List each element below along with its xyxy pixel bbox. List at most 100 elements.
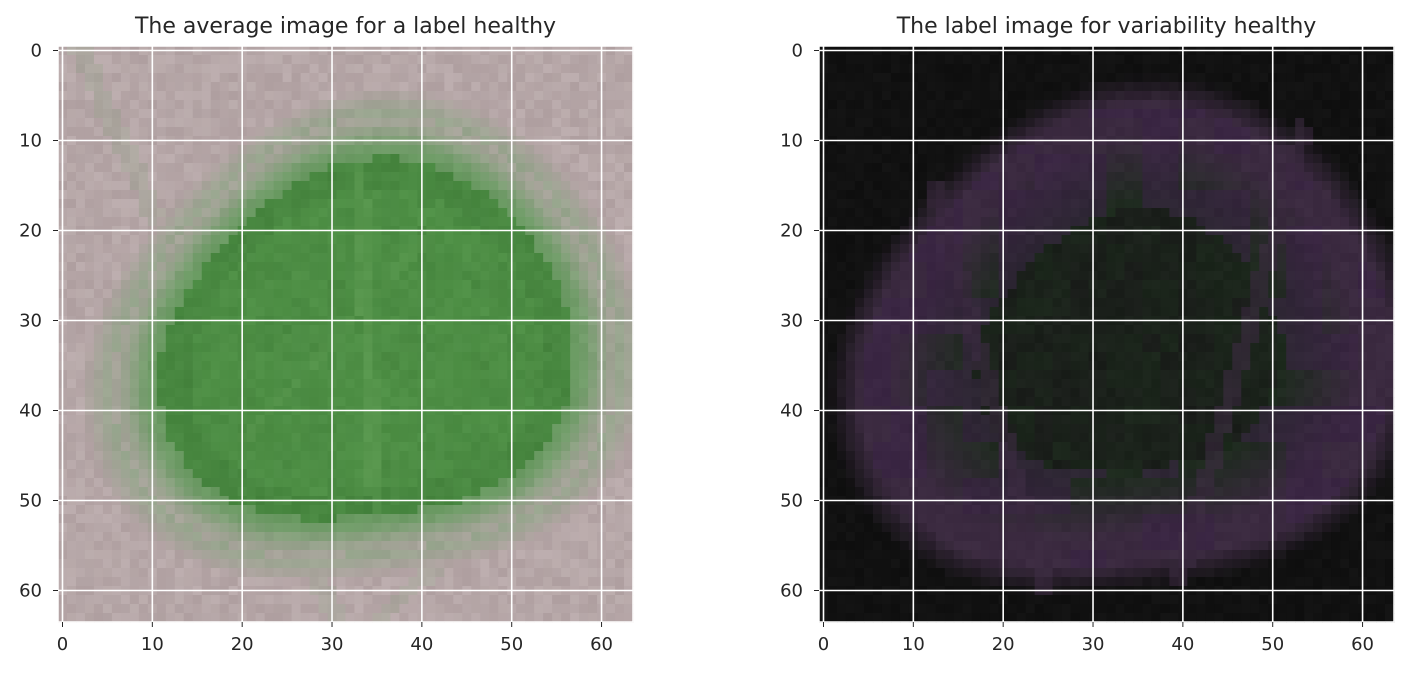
image-pixel xyxy=(1196,127,1206,137)
image-pixel xyxy=(255,73,266,83)
image-pixel xyxy=(606,289,616,299)
image-pixel xyxy=(66,505,77,515)
image-pixel xyxy=(165,307,176,317)
image-pixel xyxy=(953,64,964,74)
image-pixel xyxy=(363,118,374,128)
image-pixel xyxy=(84,334,95,344)
image-pixel xyxy=(462,379,472,389)
image-pixel xyxy=(129,343,140,353)
image-pixel xyxy=(579,325,589,335)
image-pixel xyxy=(462,91,472,101)
image-pixel xyxy=(516,523,526,533)
image-pixel xyxy=(489,514,499,524)
image-pixel xyxy=(66,289,77,299)
image-pixel xyxy=(471,118,481,128)
image-pixel xyxy=(1385,145,1395,155)
image-pixel xyxy=(354,451,365,461)
image-pixel xyxy=(516,388,526,398)
image-pixel xyxy=(390,352,400,362)
image-pixel xyxy=(1151,100,1161,110)
image-pixel xyxy=(372,370,383,380)
image-pixel xyxy=(444,298,454,308)
image-pixel xyxy=(264,505,275,515)
image-pixel xyxy=(390,523,400,533)
image-pixel xyxy=(93,541,104,551)
image-pixel xyxy=(192,451,203,461)
image-pixel xyxy=(138,118,149,128)
image-pixel xyxy=(336,64,347,74)
image-pixel xyxy=(579,397,589,407)
image-pixel xyxy=(75,145,86,155)
image-pixel xyxy=(579,172,589,182)
axes-frame xyxy=(57,45,634,623)
image-pixel xyxy=(444,64,454,74)
image-pixel xyxy=(300,424,311,434)
image-pixel xyxy=(129,433,140,443)
image-pixel xyxy=(444,478,454,488)
image-pixel xyxy=(561,343,571,353)
image-pixel xyxy=(102,397,113,407)
image-pixel xyxy=(615,271,625,281)
image-pixel xyxy=(872,91,883,101)
image-pixel xyxy=(300,190,311,200)
image-pixel xyxy=(408,307,418,317)
image-pixel xyxy=(336,397,347,407)
image-pixel xyxy=(129,172,140,182)
image-pixel xyxy=(201,91,212,101)
image-pixel xyxy=(318,271,329,281)
image-pixel xyxy=(156,280,167,290)
image-pixel xyxy=(174,127,185,137)
image-pixel xyxy=(264,100,275,110)
image-pixel xyxy=(1277,82,1287,92)
image-pixel xyxy=(444,253,454,263)
image-pixel xyxy=(534,199,544,209)
image-pixel xyxy=(246,145,257,155)
image-pixel xyxy=(138,289,149,299)
image-pixel xyxy=(345,487,356,497)
image-pixel xyxy=(363,253,374,263)
image-pixel xyxy=(444,181,454,191)
image-pixel xyxy=(174,235,185,245)
image-pixel xyxy=(471,451,481,461)
image-pixel xyxy=(399,505,409,515)
image-pixel xyxy=(174,190,185,200)
image-pixel xyxy=(1016,127,1027,137)
image-pixel xyxy=(354,55,365,65)
image-pixel xyxy=(102,415,113,425)
image-pixel xyxy=(264,370,275,380)
image-pixel xyxy=(1097,118,1108,128)
image-pixel xyxy=(246,64,257,74)
image-pixel xyxy=(381,595,392,605)
image-pixel xyxy=(1340,109,1350,119)
image-pixel xyxy=(552,82,562,92)
image-pixel xyxy=(1061,154,1072,164)
image-pixel xyxy=(471,541,481,551)
image-pixel xyxy=(480,334,490,344)
image-pixel xyxy=(1322,109,1332,119)
image-pixel xyxy=(201,424,212,434)
image-pixel xyxy=(1106,82,1117,92)
image-pixel xyxy=(336,334,347,344)
image-pixel xyxy=(444,289,454,299)
image-pixel xyxy=(165,271,176,281)
image-pixel xyxy=(138,433,149,443)
image-pixel xyxy=(165,199,176,209)
image-pixel xyxy=(318,433,329,443)
image-pixel xyxy=(498,613,508,623)
image-pixel xyxy=(138,478,149,488)
image-pixel xyxy=(624,199,634,209)
image-pixel xyxy=(1061,145,1072,155)
image-pixel xyxy=(962,64,973,74)
image-pixel xyxy=(1322,73,1332,83)
image-pixel xyxy=(1097,91,1108,101)
image-pixel xyxy=(363,469,374,479)
image-pixel xyxy=(462,559,472,569)
image-pixel xyxy=(93,532,104,542)
image-pixel xyxy=(989,91,1000,101)
image-pixel xyxy=(138,523,149,533)
image-pixel xyxy=(66,388,77,398)
image-pixel xyxy=(336,91,347,101)
image-pixel xyxy=(120,559,131,569)
image-pixel xyxy=(1124,64,1135,74)
image-pixel xyxy=(543,433,553,443)
